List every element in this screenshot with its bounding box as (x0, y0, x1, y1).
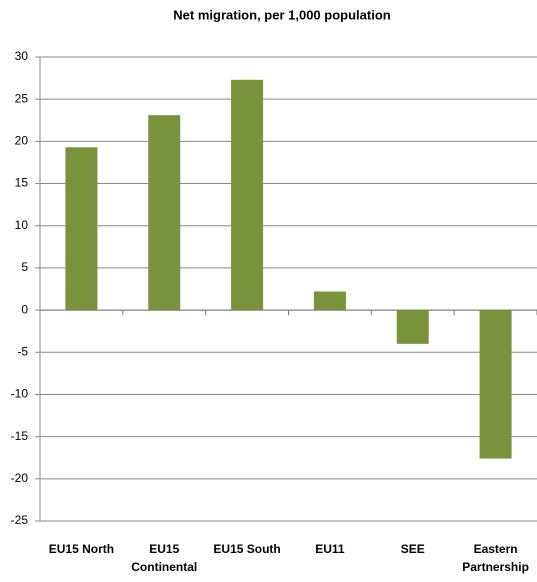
x-tick-label: SEE (400, 542, 425, 556)
bar (313, 291, 346, 311)
y-tick-label: 25 (15, 91, 29, 105)
y-tick-label: 10 (15, 218, 29, 232)
y-tick-label: -25 (11, 513, 29, 527)
x-tick-label: EU15 South (213, 542, 281, 556)
y-tick-label: 5 (21, 260, 28, 274)
y-tick-label: 0 (21, 302, 28, 316)
bar (231, 79, 264, 311)
x-tick-label: EU11 (315, 542, 345, 556)
y-tick-label: 15 (15, 176, 29, 190)
y-tick-label: 30 (15, 49, 29, 63)
y-tick-label: -20 (11, 471, 29, 485)
x-tick-label: Eastern Partnership (462, 542, 529, 574)
y-tick-label: 20 (15, 134, 29, 148)
x-tick-label: EU15 North (48, 542, 115, 556)
y-tick-label: -15 (11, 429, 29, 443)
bar (148, 115, 181, 311)
y-tick-label: -10 (11, 387, 29, 401)
chart-title: Net migration, per 1,000 population (173, 7, 390, 22)
bar (396, 310, 429, 344)
bar (479, 310, 512, 459)
y-tick-label: -5 (17, 344, 28, 358)
x-tick-label: EU15 Continental (131, 542, 198, 574)
bar (65, 147, 98, 311)
